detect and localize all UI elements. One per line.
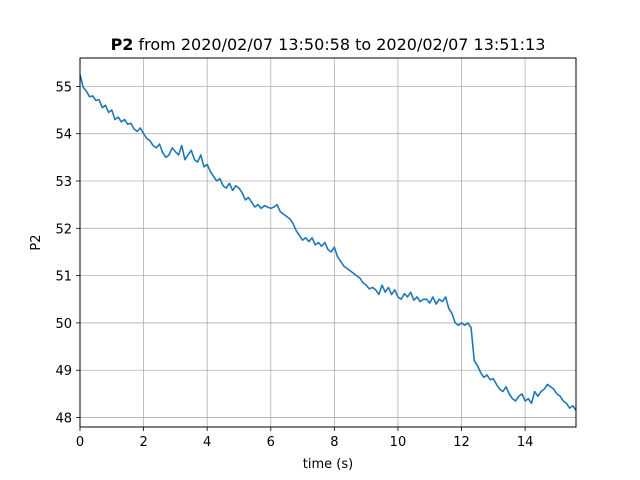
- y-tick-label: 48: [55, 412, 72, 427]
- y-tick-label: 49: [55, 364, 72, 379]
- y-tick-label: 55: [55, 80, 72, 95]
- chart-title-rest: from 2020/02/07 13:50:58 to 2020/02/07 1…: [133, 35, 545, 54]
- y-tick-label: 51: [55, 270, 72, 285]
- plot-area-frame: [79, 57, 577, 428]
- y-axis-ticks: 48 49 50 51 52 53 54 55: [55, 80, 80, 427]
- x-tick-label: 12: [453, 435, 470, 450]
- x-tick-label: 10: [390, 435, 407, 450]
- x-tick-label: 6: [267, 435, 275, 450]
- x-axis-label: time (s): [303, 457, 353, 472]
- x-tick-label: 8: [330, 435, 338, 450]
- y-axis-label: P2: [29, 234, 44, 250]
- series-line-0: [79, 74, 577, 411]
- grid: [79, 58, 576, 427]
- chart-title-bold: P2: [111, 35, 134, 54]
- series-layer: [79, 74, 577, 411]
- x-tick-label: 2: [139, 435, 147, 450]
- x-tick-label: 0: [76, 435, 84, 450]
- y-tick-label: 53: [55, 175, 72, 190]
- x-tick-label: 4: [203, 435, 211, 450]
- x-tick-label: 14: [517, 435, 534, 450]
- y-tick-label: 50: [55, 317, 72, 332]
- x-axis-ticks: 0 2 4 6 8 10 12 14: [76, 427, 534, 450]
- y-tick-label: 52: [55, 222, 72, 237]
- y-tick-label: 54: [55, 128, 72, 143]
- chart-title: P2 from 2020/02/07 13:50:58 to 2020/02/0…: [111, 35, 546, 54]
